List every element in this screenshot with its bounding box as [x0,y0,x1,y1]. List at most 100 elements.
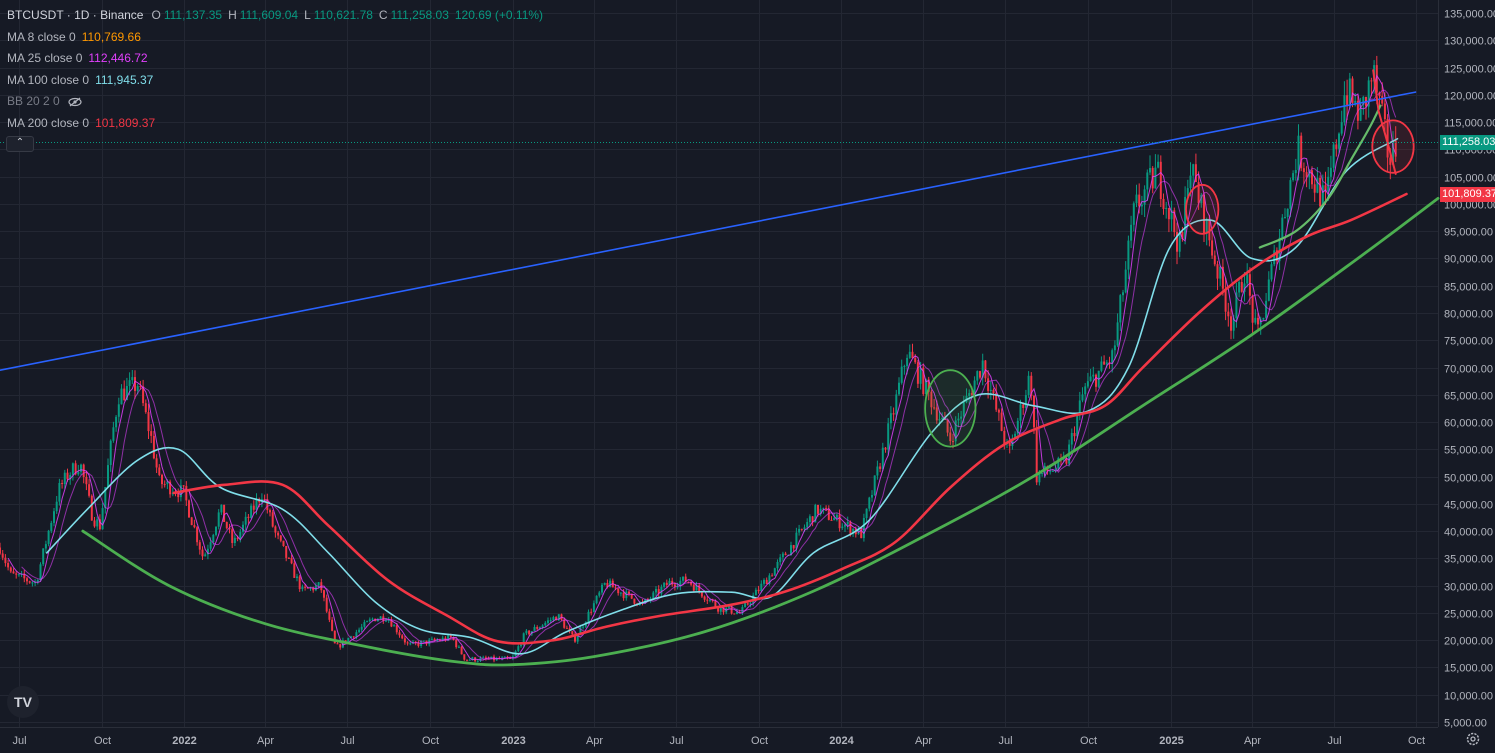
candle-body [66,472,69,480]
candle-body [849,522,852,534]
candle-body [781,553,784,558]
candle-body [673,584,676,587]
candle-body [1122,292,1124,296]
candle-body [204,554,207,557]
support-curve-green [81,197,1440,667]
candle-body [1049,471,1052,473]
indicator-bb[interactable]: BB 20 2 0 [7,91,549,113]
candle-body [125,386,128,400]
candle-body [139,386,142,388]
candle-body [371,618,374,620]
candle-body [795,532,798,549]
candle-body [733,613,736,615]
candle-body [579,627,582,636]
x-tick-label: 2023 [501,735,525,747]
candle-body [960,416,963,419]
candle-body [39,564,42,581]
y-tick-label: 100,000.00 [1444,200,1495,212]
open-value: 111,137.35 [163,8,223,22]
chart-legend: BTCUSDT · 1D · Binance O 111,137.35 H 111,… [7,5,549,135]
indicator-ma100[interactable]: MA 100 close 0 111,945.37 [7,70,549,92]
candle-body [1335,144,1338,149]
candle-body [1346,95,1349,106]
candle-body [1065,458,1068,464]
candle-body [860,527,863,539]
candle-body [466,659,468,661]
candle-body [941,417,944,420]
candle-body [776,562,779,569]
candle-body [1208,218,1211,241]
candle-body [390,619,393,627]
symbol-label[interactable]: BTCUSDT · 1D · Binance [7,8,144,22]
candle-body [1027,375,1030,395]
x-tick-label: Apr [915,735,932,747]
candle-body [614,587,617,589]
candle-body [352,636,355,638]
indicator-value: 111,945.37 [95,72,154,87]
eye-hidden-icon[interactable] [68,97,82,107]
candle-body [1354,100,1357,103]
candle-body [979,371,981,378]
candle-body [1230,316,1232,331]
candle-body [1030,375,1033,396]
candle-body [42,548,45,565]
candle-body [1111,350,1114,364]
candle-body [835,514,838,518]
tradingview-logo-icon[interactable]: TV [7,686,39,718]
candle-body [1292,173,1295,181]
candle-body [630,593,633,599]
candle-body [355,632,358,638]
y-axis: 135,000.00 130,000.00 125,000.00 120,000.00… [1438,0,1495,753]
candle-body [563,619,566,628]
candle-body [455,639,458,648]
candle-body [1319,178,1322,207]
candle-body [490,656,493,659]
candle-body [938,419,941,421]
candle-body [104,487,107,509]
candle-body [592,603,595,612]
candle-body [1024,395,1027,409]
indicator-ma200[interactable]: MA 200 close 0 101,809.37 [7,113,549,135]
ma200-price-tag: 101,809.37 [1440,186,1495,202]
indicator-ma8[interactable]: MA 8 close 0 110,769.66 [7,27,549,49]
candle-body [1165,207,1168,209]
candle-body [571,631,574,635]
candle-body [957,418,960,421]
candle-body [233,537,236,543]
candle-body [763,579,765,584]
candle-body [433,638,436,641]
collapse-legend-button[interactable]: ⌃ [6,136,34,152]
candle-body [401,635,404,639]
candle-body [598,592,601,596]
candle-body [80,464,82,472]
candle-body [0,547,1,554]
candle-body [236,537,239,539]
candle-body [152,435,155,459]
candle-body [1275,250,1278,262]
candle-body [169,481,172,495]
y-tick-label: 125,000.00 [1444,64,1495,76]
x-tick-label: Jul [340,735,354,747]
y-tick-label: 80,000.00 [1444,309,1493,321]
candle-body [217,512,220,527]
gear-icon[interactable] [1465,731,1481,747]
high-value: 111,609.04 [239,8,299,22]
candle-body [1213,255,1216,265]
x-tick-label: Jul [669,735,683,747]
candle-body [808,516,811,522]
indicator-ma25[interactable]: MA 25 close 0 112,446.72 [7,48,549,70]
candle-body [687,581,690,583]
candle-body [622,592,625,599]
candle-body [161,474,163,485]
candle-body [368,619,371,622]
short-curve-green [1258,104,1382,249]
candle-body [1162,198,1165,209]
candle-body [706,599,709,601]
candle-body [935,407,938,421]
candle-body [96,519,99,527]
y-tick-label: 105,000.00 [1444,173,1495,185]
candle-body [914,358,917,363]
y-tick-label: 90,000.00 [1444,254,1493,266]
candle-body [58,483,61,502]
